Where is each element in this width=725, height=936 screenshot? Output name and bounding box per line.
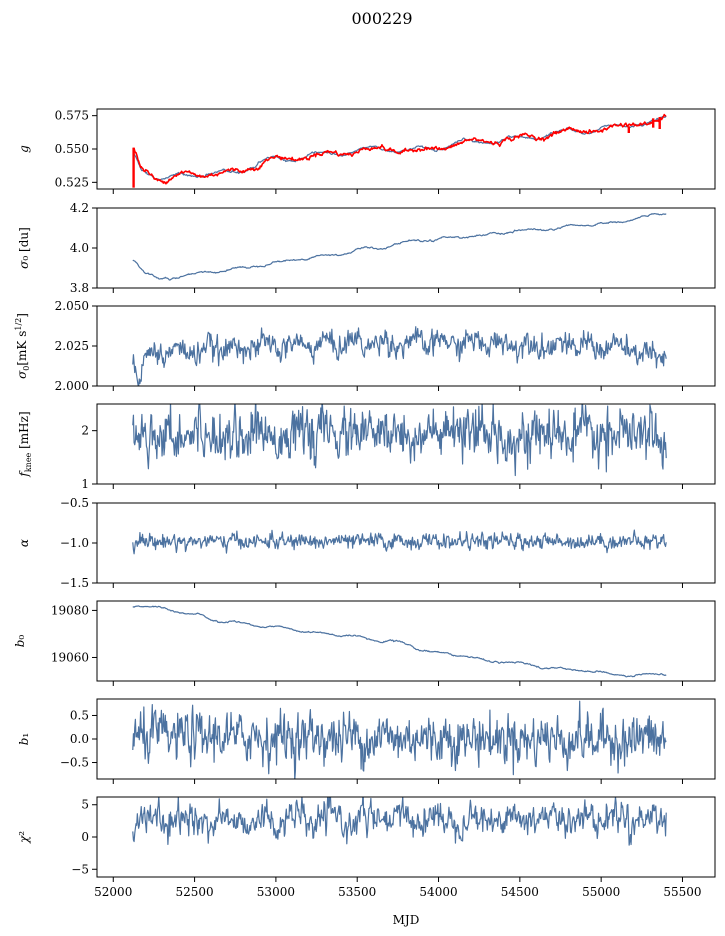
- x-tick-label: 53000: [257, 885, 295, 899]
- panel-frame: [96, 600, 716, 682]
- y-axis-label: fknee [mHz]: [17, 411, 33, 477]
- panel-8: −5 0 5 52000 52500 53000 53500 54000 54500 55000 5…: [17, 796, 716, 899]
- y-tick-label: 19060: [51, 650, 89, 664]
- y-tick-label: 2.050: [55, 299, 89, 313]
- y-tick-label: 0.575: [55, 109, 89, 123]
- panel-2: 3.8 4.0 4.2 σ₀ [du]: [17, 201, 716, 295]
- y-tick-label: 1: [81, 477, 89, 491]
- y-tick-label: 0.525: [55, 175, 89, 189]
- y-tick-label: −5: [71, 862, 89, 876]
- y-tick-label: 2: [81, 424, 89, 438]
- y-tick-label: 4.2: [70, 201, 89, 215]
- x-tick-label: 55000: [582, 885, 620, 899]
- x-tick-label: 54000: [419, 885, 457, 899]
- series-line-panel-1: [132, 115, 667, 181]
- series-line-panel-1-red: [132, 113, 667, 185]
- y-tick-label: 5: [81, 798, 89, 812]
- y-tick-label: 19080: [51, 603, 89, 617]
- x-tick-label: 52000: [94, 885, 132, 899]
- y-tick-label: 0: [81, 830, 89, 844]
- y-tick-label: 3.8: [70, 281, 89, 295]
- panel-6: 19060 19080 b₀: [13, 600, 716, 686]
- x-tick-label: 55500: [663, 885, 701, 899]
- y-axis-label: α: [17, 539, 31, 547]
- panel-5: −1.5 −1.0 −0.5 α: [17, 496, 716, 590]
- series-line-panel-4: [132, 404, 667, 477]
- y-axis-label: σ0[mK s1/2]: [14, 313, 31, 379]
- y-axis-label: χ²: [17, 831, 31, 844]
- panel-frame: [96, 403, 716, 485]
- series-line-panel-5: [132, 529, 667, 555]
- figure-title: 000229: [351, 9, 412, 28]
- y-tick-label: 0.0: [70, 732, 89, 746]
- series-line-panel-6: [132, 605, 667, 678]
- y-tick-label: −1.5: [60, 576, 89, 590]
- panel-4: 1 2 fknee [mHz]: [17, 403, 716, 491]
- x-tick-label: 54500: [501, 885, 539, 899]
- series-line-panel-8: [132, 797, 667, 846]
- panel-3: 2.000 2.025 2.050 σ0[mK s1/2]: [14, 299, 716, 393]
- x-tick-label: 53500: [338, 885, 376, 899]
- panel-1: 0.525 0.550 0.575 g: [17, 108, 716, 194]
- series-line-panel-3: [132, 326, 667, 386]
- panel-7: −0.5 0.0 0.5 b₁: [17, 698, 716, 784]
- y-axis-label: b₀: [13, 635, 27, 648]
- y-axis-label: σ₀ [du]: [17, 227, 31, 269]
- y-tick-label: 0.550: [55, 142, 89, 156]
- y-tick-label: 2.000: [55, 379, 89, 393]
- y-tick-label: 0.5: [70, 708, 89, 722]
- x-tick-label: 52500: [175, 885, 213, 899]
- y-tick-label: −0.5: [60, 756, 89, 770]
- series-line-panel-2: [132, 213, 667, 281]
- panel-frame: [96, 207, 716, 289]
- y-axis-label: g: [17, 145, 31, 153]
- y-axis-label: b₁: [17, 733, 31, 746]
- y-tick-label: −0.5: [60, 496, 89, 510]
- y-tick-label: 2.025: [55, 339, 89, 353]
- series-line-panel-7: [132, 700, 667, 779]
- x-axis-label: MJD: [393, 913, 420, 927]
- y-tick-label: −1.0: [60, 536, 89, 550]
- y-tick-label: 4.0: [70, 241, 89, 255]
